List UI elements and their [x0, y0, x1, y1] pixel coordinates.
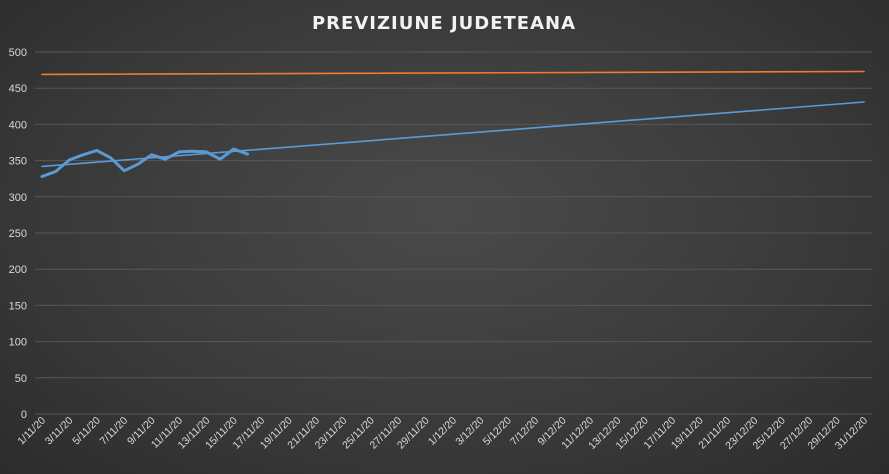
y-tick-label: 300: [9, 192, 27, 204]
y-tick-label: 100: [9, 337, 27, 349]
chart-title: PREVIZIUNE JUDETEANA: [312, 13, 576, 34]
y-tick-label: 250: [9, 228, 27, 240]
y-tick-label: 400: [9, 119, 27, 131]
y-tick-label: 450: [9, 83, 27, 95]
series-line-1: [41, 101, 865, 168]
x-tick-label: 3/11/20: [43, 415, 76, 448]
y-tick-label: 350: [9, 156, 27, 168]
gridlines: [35, 51, 872, 415]
x-axis: 1/11/203/11/205/11/207/11/209/11/2011/11…: [15, 415, 870, 453]
x-tick-label: 3/12/20: [453, 415, 486, 448]
y-tick-label: 150: [9, 300, 27, 312]
series-line-2: [41, 70, 865, 76]
y-tick-label: 500: [9, 47, 27, 59]
series-line-0: [40, 147, 249, 178]
x-tick-label: 7/12/20: [508, 415, 541, 448]
y-tick-label: 50: [15, 373, 27, 385]
y-tick-label: 0: [21, 409, 27, 421]
x-tick-label: 1/12/20: [426, 415, 459, 448]
y-axis: 0 50 100 150 200 250 300 350 400 450 500: [9, 47, 27, 421]
x-tick-label: 5/12/20: [481, 415, 514, 448]
y-tick-label: 200: [9, 264, 27, 276]
x-tick-label: 5/11/20: [70, 415, 103, 448]
x-tick-label: 7/11/20: [98, 415, 131, 448]
series-layer: [40, 70, 865, 178]
